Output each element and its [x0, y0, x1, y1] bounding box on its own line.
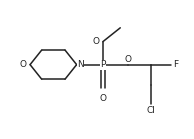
Text: N: N — [77, 60, 84, 69]
Text: F: F — [173, 60, 178, 69]
Text: O: O — [125, 54, 132, 64]
Text: O: O — [20, 60, 27, 69]
Text: Cl: Cl — [147, 106, 156, 115]
Text: O: O — [92, 37, 99, 45]
Text: P: P — [100, 60, 106, 69]
Text: O: O — [99, 94, 106, 103]
